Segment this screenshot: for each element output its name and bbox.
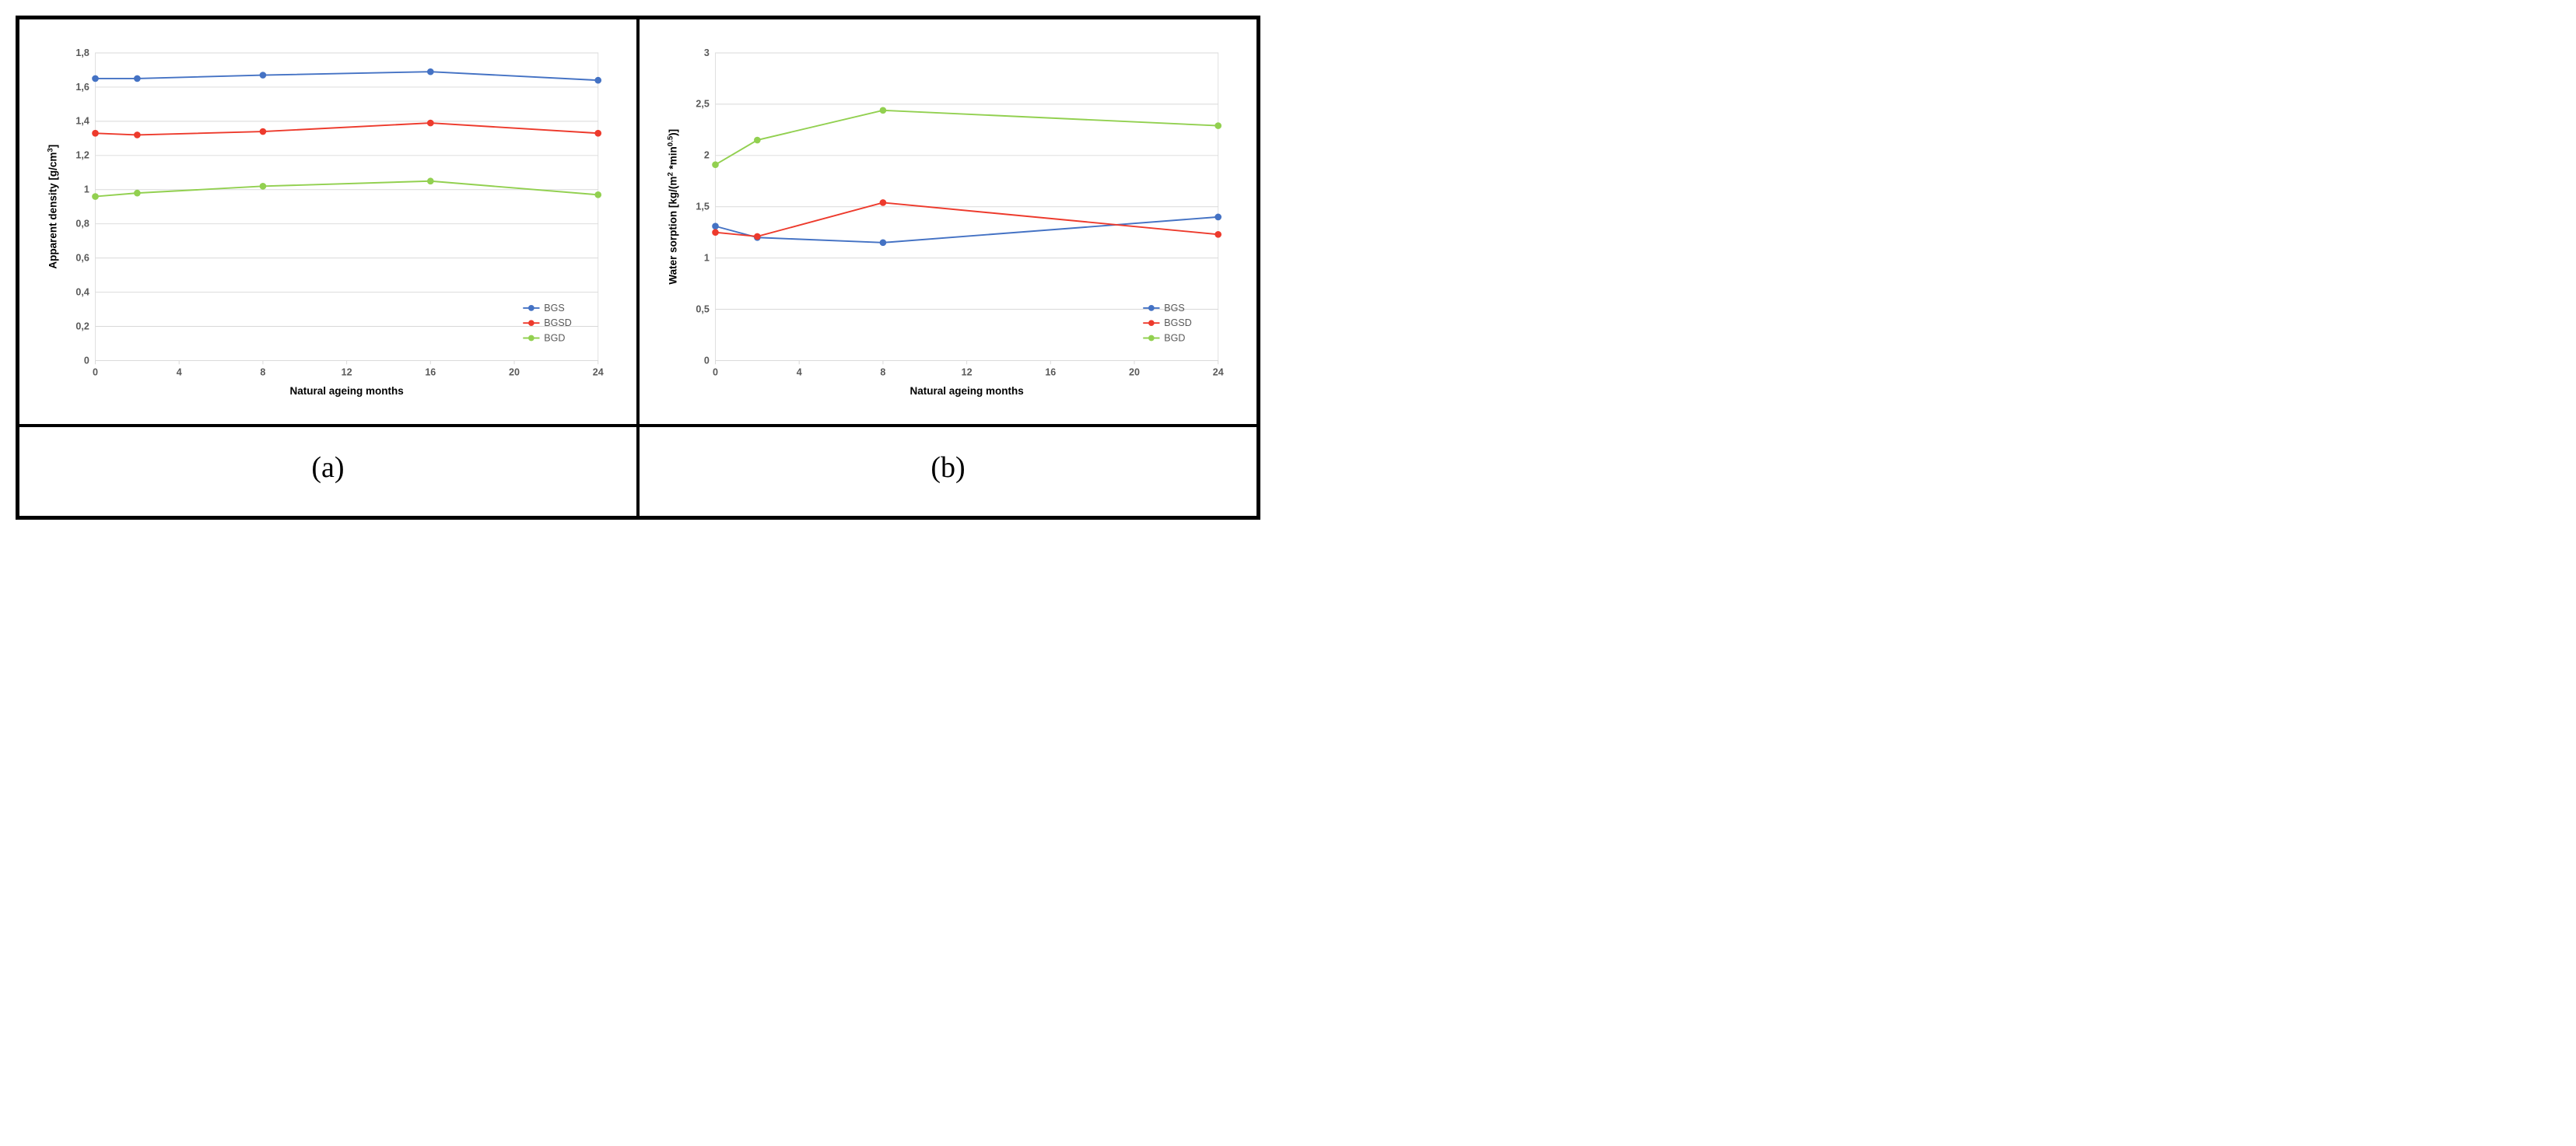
chart-a-cell: 0 0,2 0,4 0,6 0,8 1 1,2 1,4 1,6 1,8 0 4 8 12 16 20 24 Nat… <box>18 18 638 426</box>
svg-text:0: 0 <box>713 367 718 378</box>
svg-text:1,2: 1,2 <box>75 150 89 161</box>
chart-a: 0 0,2 0,4 0,6 0,8 1 1,2 1,4 1,6 1,8 0 4 8 12 16 20 24 Nat… <box>43 35 613 408</box>
svg-text:1: 1 <box>704 252 710 263</box>
svg-text:BGS: BGS <box>544 303 564 314</box>
svg-text:1,4: 1,4 <box>75 116 89 127</box>
svg-text:1,5: 1,5 <box>696 202 709 212</box>
svg-text:Apparent density [g/cm3]: Apparent density [g/cm3] <box>46 145 59 269</box>
figure-grid: 00,20,40,60,811,21,41,61,804812162024Nat… <box>16 16 1260 520</box>
svg-text:3: 3 <box>704 47 710 58</box>
svg-text:20: 20 <box>1129 367 1140 378</box>
svg-text:12: 12 <box>962 367 973 378</box>
svg-text:20: 20 <box>509 367 520 378</box>
svg-text:BGSD: BGSD <box>1164 317 1191 328</box>
svg-text:0: 0 <box>704 355 710 366</box>
svg-text:2,5: 2,5 <box>696 99 709 110</box>
svg-text:BGD: BGD <box>544 332 565 343</box>
panel-label-b: (b) <box>638 426 1258 517</box>
svg-text:0,2: 0,2 <box>75 321 89 331</box>
svg-text:0,5: 0,5 <box>696 303 709 314</box>
svg-text:Water sorption [kg/(m2 *min0.5: Water sorption [kg/(m2 *min0.5)] <box>666 129 679 285</box>
svg-text:0,8: 0,8 <box>75 219 89 230</box>
svg-text:24: 24 <box>1213 367 1224 378</box>
svg-text:0: 0 <box>84 355 89 366</box>
svg-text:BGS: BGS <box>1164 303 1184 314</box>
svg-text:0,6: 0,6 <box>75 252 89 263</box>
svg-text:24: 24 <box>593 367 604 378</box>
chart-a-wrap: 0 0,2 0,4 0,6 0,8 1 1,2 1,4 1,6 1,8 0 4 8 12 16 20 24 Nat… <box>43 35 613 408</box>
svg-text:0: 0 <box>93 367 98 378</box>
svg-text:1,8: 1,8 <box>75 47 89 58</box>
svg-text:BGD: BGD <box>1164 332 1185 343</box>
chart-b-cell: 0 0,5 1 1,5 2 2,5 3 0 4 8 12 16 20 24 Natural ageing m… <box>638 18 1258 426</box>
svg-text:2: 2 <box>704 150 710 161</box>
svg-text:4: 4 <box>177 367 182 378</box>
svg-text:Natural ageing months: Natural ageing months <box>909 385 1023 397</box>
svg-text:8: 8 <box>260 367 265 378</box>
svg-text:4: 4 <box>797 367 802 378</box>
svg-text:BGSD: BGSD <box>544 317 571 328</box>
svg-text:12: 12 <box>342 367 352 378</box>
svg-text:Natural ageing months: Natural ageing months <box>289 385 403 397</box>
svg-text:1,6: 1,6 <box>75 82 89 93</box>
chart-b: 0 0,5 1 1,5 2 2,5 3 0 4 8 12 16 20 24 Natural ageing m… <box>663 35 1233 408</box>
svg-text:16: 16 <box>1045 367 1056 378</box>
svg-text:1: 1 <box>84 184 89 195</box>
svg-text:16: 16 <box>425 367 436 378</box>
chart-b-wrap: 0 0,5 1 1,5 2 2,5 3 0 4 8 12 16 20 24 Natural ageing m… <box>663 35 1233 408</box>
svg-text:8: 8 <box>880 367 885 378</box>
panel-label-a: (a) <box>18 426 638 517</box>
svg-text:0,4: 0,4 <box>75 286 89 297</box>
